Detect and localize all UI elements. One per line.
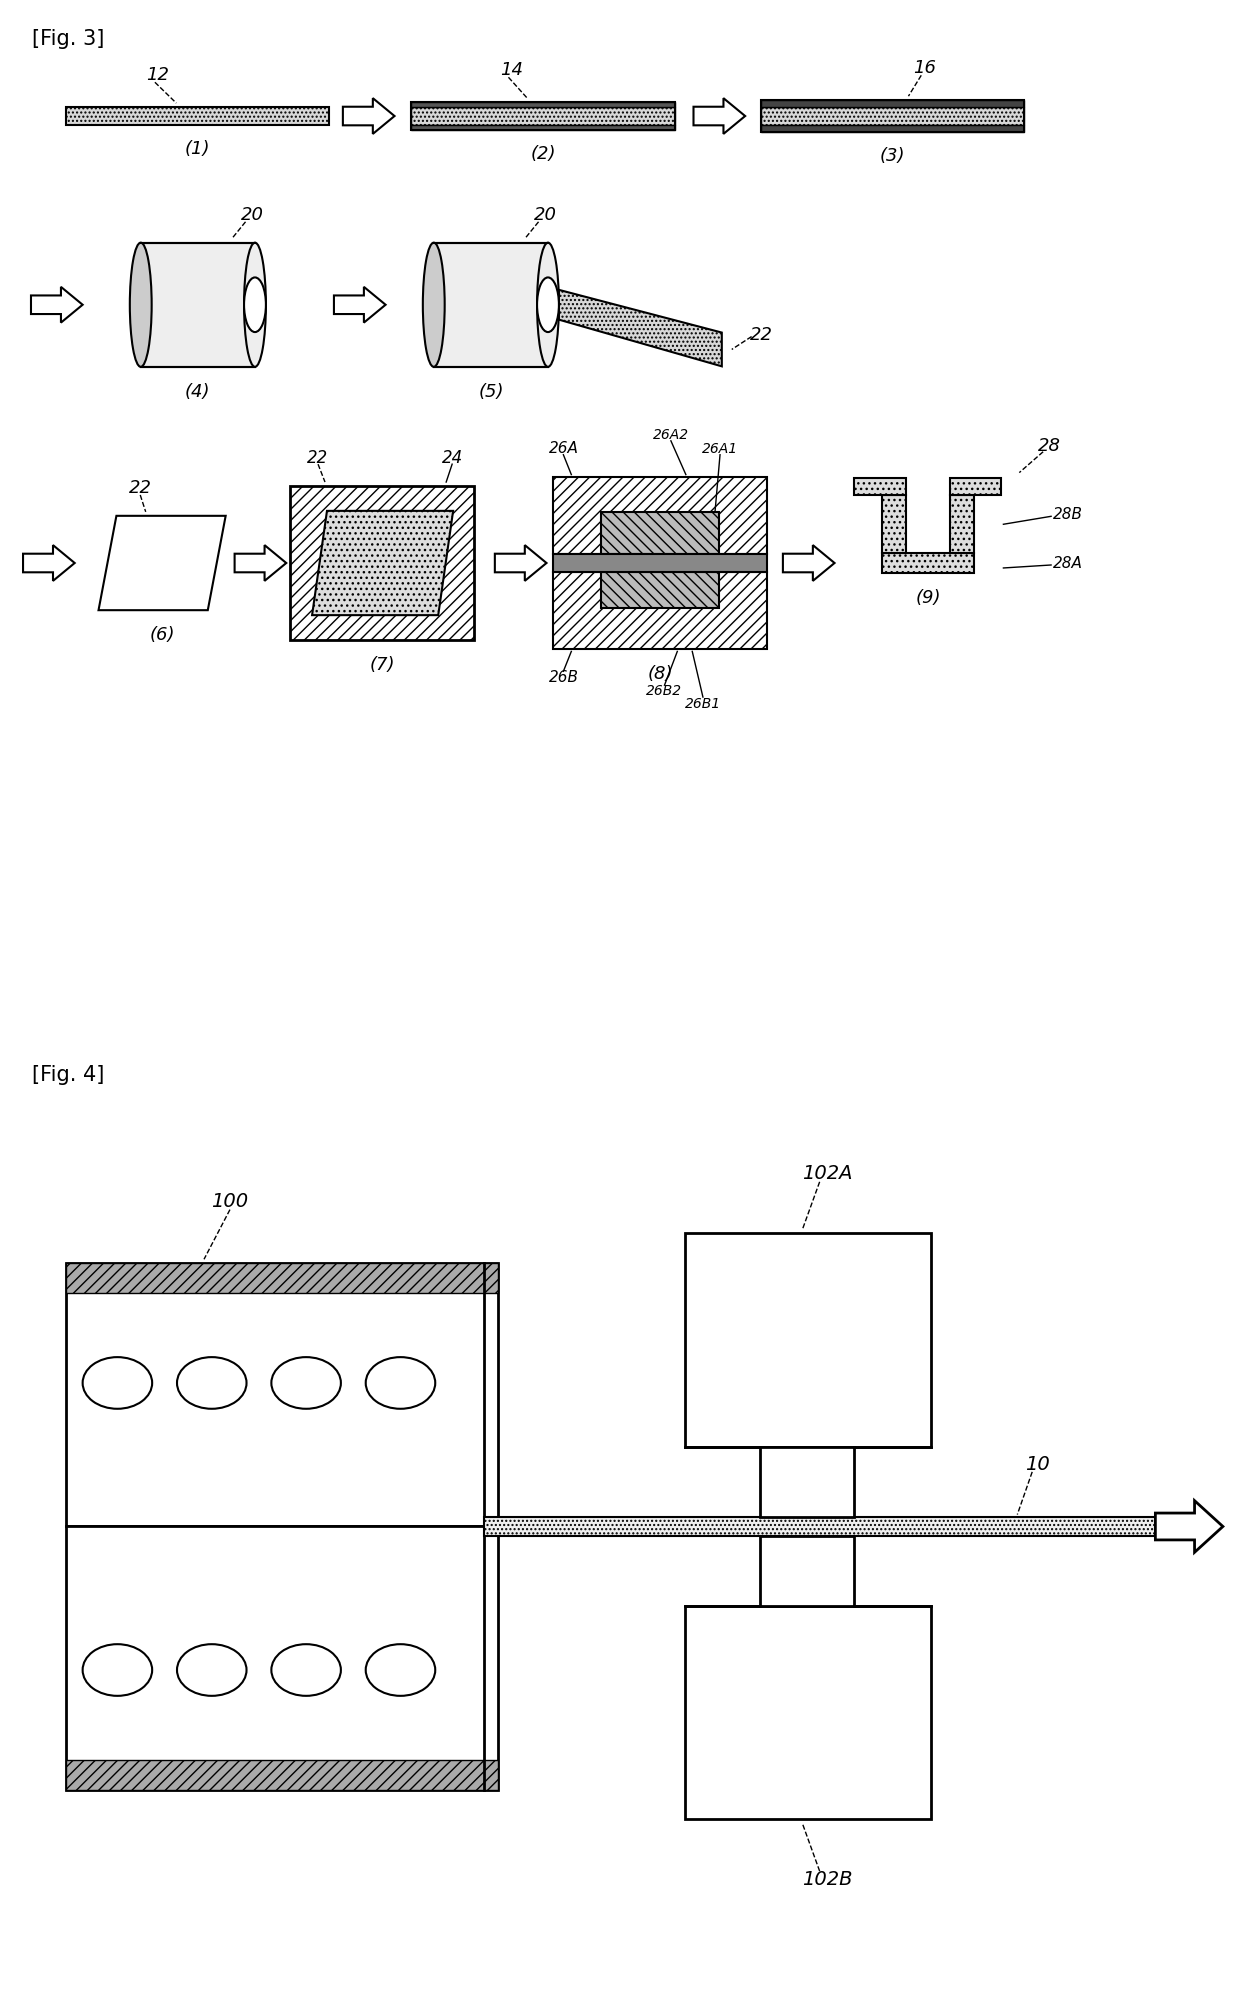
Text: 22: 22 bbox=[129, 479, 151, 497]
Text: (1): (1) bbox=[185, 139, 210, 157]
Bar bbox=[412, 103, 675, 107]
Polygon shape bbox=[334, 288, 386, 322]
Text: 20: 20 bbox=[534, 205, 557, 223]
Polygon shape bbox=[312, 511, 453, 616]
Text: 26A2: 26A2 bbox=[652, 429, 689, 443]
Text: (2): (2) bbox=[531, 145, 556, 163]
Polygon shape bbox=[782, 546, 835, 582]
Bar bbox=[761, 107, 1024, 125]
Text: (3): (3) bbox=[880, 147, 905, 165]
Text: 100: 100 bbox=[211, 1192, 248, 1212]
Bar bbox=[66, 1759, 497, 1790]
Bar bbox=[553, 572, 768, 650]
Text: 24: 24 bbox=[441, 449, 463, 467]
Text: 26B2: 26B2 bbox=[646, 684, 682, 699]
Polygon shape bbox=[693, 99, 745, 135]
Bar bbox=[760, 1447, 854, 1516]
Ellipse shape bbox=[177, 1357, 247, 1409]
Polygon shape bbox=[24, 546, 74, 582]
Bar bbox=[66, 1264, 497, 1526]
Polygon shape bbox=[559, 290, 722, 366]
Text: 102A: 102A bbox=[802, 1164, 853, 1184]
Polygon shape bbox=[343, 99, 394, 135]
Polygon shape bbox=[98, 515, 226, 610]
Bar bbox=[66, 1526, 497, 1790]
Bar bbox=[684, 1234, 931, 1447]
Text: 14: 14 bbox=[500, 60, 523, 79]
Polygon shape bbox=[495, 546, 547, 582]
Text: (8): (8) bbox=[647, 664, 673, 682]
Bar bbox=[141, 244, 255, 366]
Ellipse shape bbox=[130, 244, 151, 366]
Polygon shape bbox=[1156, 1500, 1223, 1552]
Bar bbox=[484, 1516, 1158, 1536]
Text: 26A: 26A bbox=[548, 441, 578, 457]
Text: [Fig. 4]: [Fig. 4] bbox=[32, 1065, 104, 1085]
Bar bbox=[854, 477, 906, 495]
Bar bbox=[601, 513, 719, 554]
Text: [Fig. 3]: [Fig. 3] bbox=[32, 28, 104, 48]
Bar bbox=[761, 101, 1024, 133]
Bar bbox=[761, 101, 1024, 107]
Text: 10: 10 bbox=[1024, 1455, 1049, 1474]
Bar bbox=[412, 125, 675, 131]
Ellipse shape bbox=[537, 244, 559, 366]
Ellipse shape bbox=[366, 1357, 435, 1409]
Bar bbox=[553, 554, 768, 572]
Ellipse shape bbox=[537, 278, 559, 332]
Bar bbox=[66, 1264, 497, 1292]
Text: (5): (5) bbox=[479, 382, 503, 401]
Text: 20: 20 bbox=[241, 205, 264, 223]
Ellipse shape bbox=[366, 1645, 435, 1695]
Bar bbox=[760, 1536, 854, 1606]
Text: 22: 22 bbox=[750, 326, 773, 344]
Text: 26A1: 26A1 bbox=[702, 441, 738, 455]
Ellipse shape bbox=[272, 1357, 341, 1409]
Ellipse shape bbox=[177, 1645, 247, 1695]
Text: 28A: 28A bbox=[1053, 556, 1083, 570]
Text: (4): (4) bbox=[185, 382, 211, 401]
Ellipse shape bbox=[83, 1357, 153, 1409]
Text: 12: 12 bbox=[146, 66, 170, 85]
Polygon shape bbox=[31, 288, 83, 322]
Bar bbox=[761, 125, 1024, 133]
Text: 22: 22 bbox=[308, 449, 329, 467]
Bar bbox=[950, 477, 1002, 495]
Bar bbox=[601, 572, 719, 608]
Ellipse shape bbox=[272, 1645, 341, 1695]
Polygon shape bbox=[234, 546, 286, 582]
Bar bbox=[412, 107, 675, 125]
Text: (6): (6) bbox=[149, 626, 175, 644]
Bar bbox=[553, 477, 768, 554]
Text: (7): (7) bbox=[370, 656, 394, 674]
Bar bbox=[66, 107, 329, 125]
Bar bbox=[412, 103, 675, 131]
Ellipse shape bbox=[244, 244, 265, 366]
Ellipse shape bbox=[423, 244, 445, 366]
Bar bbox=[684, 1606, 931, 1820]
Text: 26B: 26B bbox=[548, 670, 579, 684]
Bar bbox=[882, 554, 973, 574]
Ellipse shape bbox=[83, 1645, 153, 1695]
Bar bbox=[882, 495, 906, 554]
Text: 26B1: 26B1 bbox=[684, 696, 720, 711]
Bar bbox=[434, 244, 548, 366]
Text: (9): (9) bbox=[915, 588, 941, 606]
Bar bbox=[290, 485, 474, 640]
Text: 102B: 102B bbox=[802, 1870, 853, 1888]
Text: 28: 28 bbox=[1038, 437, 1060, 455]
Ellipse shape bbox=[244, 278, 265, 332]
Text: 16: 16 bbox=[913, 58, 936, 76]
Bar bbox=[950, 495, 973, 554]
Text: 28B: 28B bbox=[1053, 507, 1083, 521]
